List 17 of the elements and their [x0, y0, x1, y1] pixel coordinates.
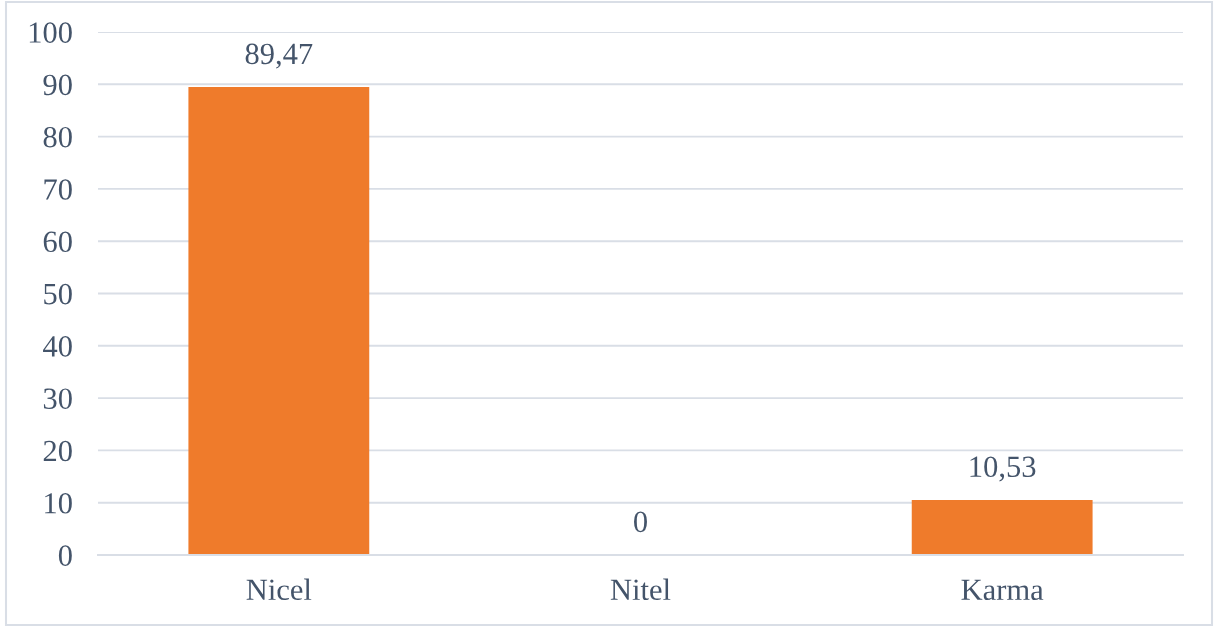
y-tick-label: 90	[43, 74, 72, 96]
x-tick-label: Nitel	[610, 578, 671, 601]
y-tick-label: 60	[43, 231, 72, 253]
y-tick-label: 10	[45, 492, 72, 514]
y-tick-label: 50	[44, 283, 72, 305]
y-tick-label: 40	[43, 336, 72, 357]
data-label: 0	[634, 511, 647, 533]
y-tick-label: 30	[43, 388, 72, 409]
y-tick-label: 100	[29, 22, 72, 43]
y-tick-label: 70	[44, 179, 72, 200]
data-label: 89,47	[245, 43, 313, 69]
y-tick-label: 80	[43, 126, 72, 148]
data-label: 10,53	[970, 456, 1036, 482]
y-tick-label: 0	[58, 545, 72, 566]
x-tick-label: Nicel	[246, 578, 312, 601]
y-tick-label: 20	[43, 440, 72, 462]
x-tick-label: Karma	[961, 579, 1044, 601]
